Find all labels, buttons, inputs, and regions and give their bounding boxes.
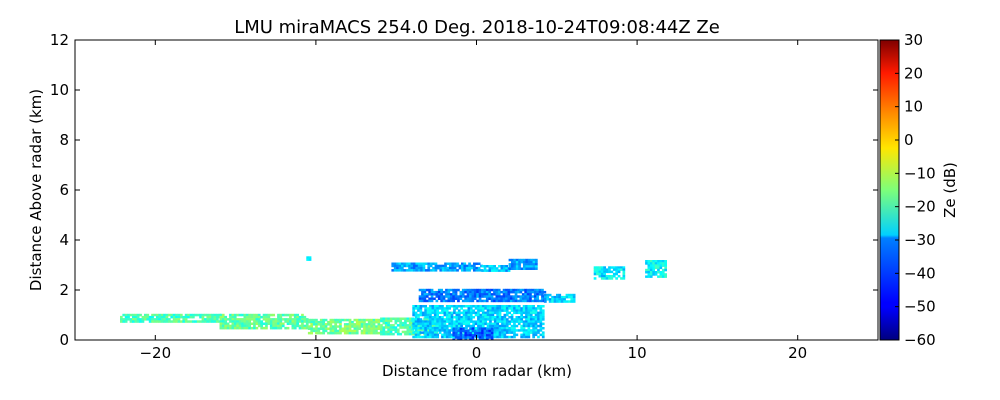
y-axis-label: Distance Above radar (km) — [27, 89, 45, 291]
colorbar-tick-label: −60 — [904, 331, 936, 349]
echo-region — [219, 313, 309, 330]
y-tick-label: 0 — [59, 331, 69, 349]
radar-echo-layer — [120, 256, 667, 340]
y-tick-label: 2 — [59, 281, 69, 299]
echo-region — [452, 327, 494, 340]
colorbar-tick-label: 0 — [904, 131, 914, 149]
echo-region — [306, 256, 312, 261]
colorbar — [879, 39, 900, 341]
x-axis: −20 −10 0 10 20 — [139, 40, 807, 362]
echo-region — [307, 318, 383, 335]
colorbar-tick-label: −20 — [904, 198, 936, 216]
x-tick-label: 0 — [472, 344, 482, 362]
x-tick-label: 10 — [628, 344, 647, 362]
y-tick-label: 8 — [59, 131, 69, 149]
colorbar-tick-label: −40 — [904, 264, 936, 282]
colorbar-tick-label: −10 — [904, 164, 936, 182]
y-tick-label: 12 — [50, 31, 69, 49]
y-axis: 0 2 4 6 8 10 12 — [50, 31, 878, 349]
y-tick-label: 6 — [59, 181, 69, 199]
colorbar-tick-label: 20 — [904, 64, 923, 82]
echo-region — [120, 313, 222, 323]
y-tick-label: 10 — [50, 81, 69, 99]
x-tick-label: −20 — [139, 344, 171, 362]
echo-region — [593, 266, 626, 280]
echo-region — [418, 288, 547, 303]
echo-region — [481, 265, 511, 272]
colorbar-tick-label: −30 — [904, 231, 936, 249]
colorbar-tick-label: −50 — [904, 298, 936, 316]
colorbar-tick-label: 10 — [904, 98, 923, 116]
x-tick-label: 20 — [788, 344, 807, 362]
x-tick-label: −10 — [300, 344, 332, 362]
y-tick-label: 4 — [59, 231, 69, 249]
colorbar-label: Ze (dB) — [941, 162, 959, 218]
echo-region — [508, 258, 538, 270]
echo-region — [645, 260, 667, 278]
colorbar-tick-label: 30 — [904, 31, 923, 49]
echo-region — [391, 262, 483, 272]
echo-region — [544, 293, 576, 303]
chart-title: LMU miraMACS 254.0 Deg. 2018-10-24T09:08… — [234, 17, 720, 38]
colorbar-ticks: 30 20 10 0 −10 −20 −30 −40 −50 −60 — [895, 31, 936, 349]
x-axis-label: Distance from radar (km) — [382, 362, 572, 380]
